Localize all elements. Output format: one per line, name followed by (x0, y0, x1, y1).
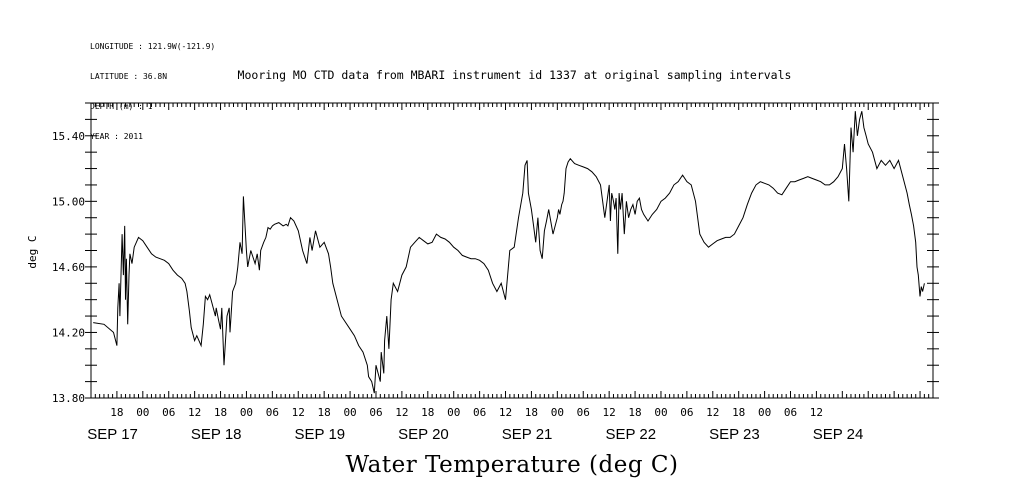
x-hour-label: 18 (525, 406, 538, 419)
x-day-label: SEP 23 (709, 426, 760, 443)
x-hour-label: 06 (369, 406, 382, 419)
metadata-block: LONGITUDE : 121.9W(-121.9) LATITUDE : 36… (90, 22, 215, 152)
plot-frame (90, 102, 934, 399)
x-day-label: SEP 20 (398, 426, 449, 443)
x-hour-label: 18 (318, 406, 331, 419)
x-hour-label: 18 (110, 406, 123, 419)
x-axis-label: Water Temperature (deg C) (345, 452, 679, 478)
y-axis-label: deg C (26, 235, 39, 268)
y-tick-label: 13.80 (52, 392, 85, 405)
x-hour-label: 12 (499, 406, 512, 419)
latitude-label: LATITUDE : 36.8N (90, 72, 168, 81)
x-hour-label: 12 (188, 406, 201, 419)
x-hour-label: 00 (343, 406, 356, 419)
x-day-label: SEP 19 (295, 426, 346, 443)
y-tick-label: 14.60 (52, 261, 85, 274)
depth-label: DEPTH (m) : 1 (90, 102, 153, 111)
x-hour-label: 18 (732, 406, 745, 419)
x-hour-label: 00 (758, 406, 771, 419)
x-hour-label: 12 (810, 406, 823, 419)
x-hour-label: 12 (395, 406, 408, 419)
x-day-label: SEP 21 (502, 426, 553, 443)
x-day-label: SEP 18 (191, 426, 242, 443)
x-hour-label: 18 (421, 406, 434, 419)
x-hour-label: 06 (162, 406, 175, 419)
x-hour-label: 00 (551, 406, 564, 419)
x-hour-label: 06 (680, 406, 693, 419)
year-label: YEAR : 2011 (90, 132, 143, 141)
x-hour-label: 00 (654, 406, 667, 419)
x-hour-label: 06 (266, 406, 279, 419)
y-tick-label: 14.20 (52, 326, 85, 339)
x-hour-label: 18 (214, 406, 227, 419)
x-day-label: SEP 17 (87, 426, 138, 443)
x-day-label: SEP 22 (605, 426, 656, 443)
y-tick-label: 15.40 (52, 130, 85, 143)
series-line (93, 111, 925, 394)
x-hour-label: 06 (784, 406, 797, 419)
x-day-label: SEP 24 (813, 426, 864, 443)
x-hour-label: 06 (473, 406, 486, 419)
longitude-label: LONGITUDE : 121.9W(-121.9) (90, 42, 216, 51)
x-hour-label: 12 (603, 406, 616, 419)
x-hour-label: 00 (447, 406, 460, 419)
x-hour-label: 12 (292, 406, 305, 419)
x-hour-label: 18 (628, 406, 641, 419)
chart-title: Mooring MO CTD data from MBARI instrumen… (237, 68, 792, 82)
x-hour-label: 00 (240, 406, 253, 419)
y-tick-label: 15.00 (52, 195, 85, 208)
x-hour-label: 12 (706, 406, 719, 419)
x-hour-label: 00 (136, 406, 149, 419)
x-hour-label: 06 (577, 406, 590, 419)
